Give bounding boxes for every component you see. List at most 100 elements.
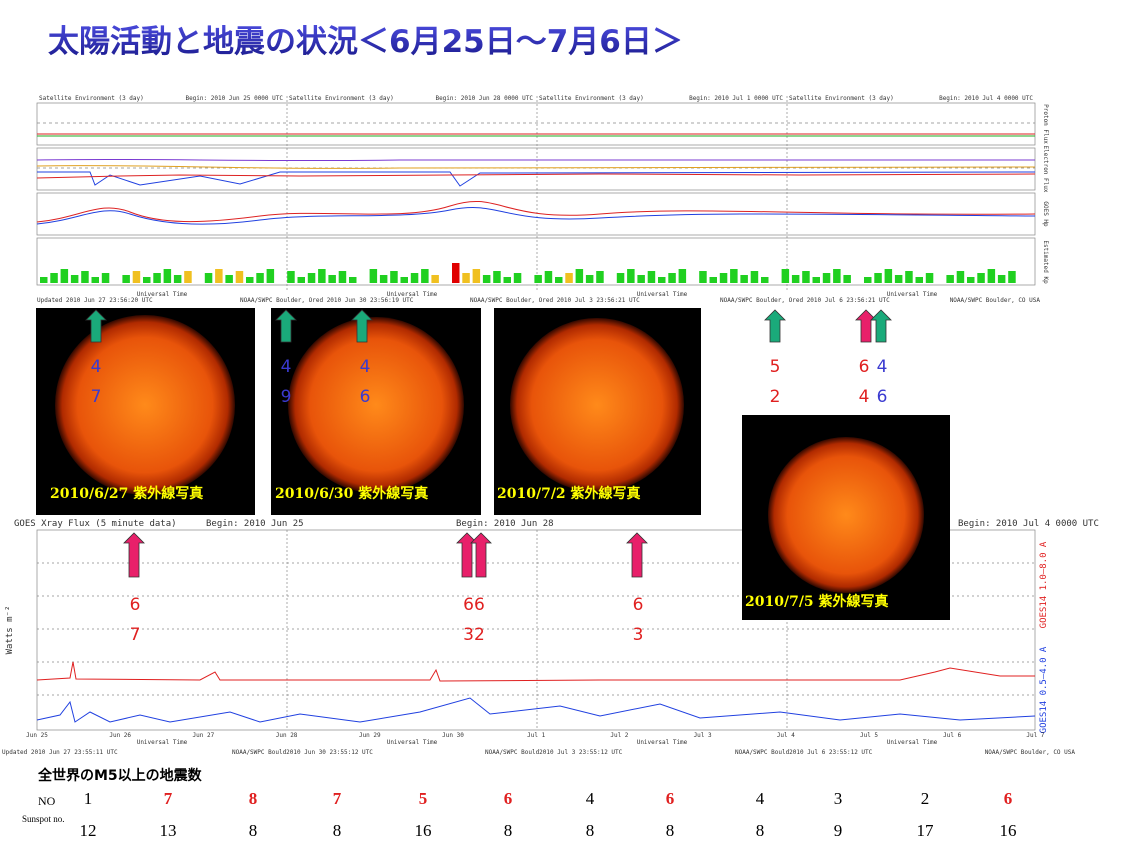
kp-bar xyxy=(915,277,923,283)
kp-bar xyxy=(318,269,326,283)
magnitude-label: 6 xyxy=(633,595,644,615)
x-tick-label: Jul 7 xyxy=(1026,732,1044,739)
kp-bar xyxy=(843,275,851,283)
arrow xyxy=(855,309,877,343)
table-cell: 13 xyxy=(160,821,177,840)
kp-bar xyxy=(40,277,48,283)
kp-bar xyxy=(822,273,831,283)
kp-bar xyxy=(719,273,728,283)
kp-bar xyxy=(122,275,130,283)
panel-begin: Begin: 2010 Jul 1 0000 UTC xyxy=(689,95,783,102)
table-cell: 4 xyxy=(756,789,765,808)
panel-footer: NOAA/SWPC Boulder, CO USA xyxy=(985,749,1076,756)
photo-caption: 2010/6/27 紫外線写真 xyxy=(50,485,203,502)
kp-bar xyxy=(812,277,820,283)
table-cell: 6 xyxy=(1004,789,1013,808)
row-label: Electron Flux xyxy=(1042,146,1049,193)
kp-bar xyxy=(565,273,573,283)
x-tick-label: Jun 28 xyxy=(276,732,298,739)
x-tick-label: Jun 29 xyxy=(359,732,381,739)
arrow xyxy=(870,309,892,343)
row-label: GOES Hp xyxy=(1042,201,1049,227)
kp-bar xyxy=(246,277,254,283)
x-tick-label: Jun 27 xyxy=(193,732,215,739)
arrow xyxy=(123,532,145,578)
kp-bar xyxy=(50,273,58,283)
x-tick-label: Jul 5 xyxy=(860,732,878,739)
kp-bar xyxy=(462,273,470,283)
kp-bar xyxy=(709,277,717,283)
magnitude-label: 6 xyxy=(360,387,371,407)
kp-bar xyxy=(431,275,439,283)
kp-bar xyxy=(482,275,491,283)
kp-bar xyxy=(379,275,388,283)
kp-bar xyxy=(184,271,192,283)
table-cell: 7 xyxy=(164,789,173,808)
slide-title: 太陽活動と地震の状況＜6月25日～7月6日＞ xyxy=(48,24,683,60)
magnitude-label: 7 xyxy=(91,387,102,407)
table-cell: 7 xyxy=(333,789,342,808)
panel-footer: NOAA/SWPC Boulder, CO USA xyxy=(950,297,1041,304)
magnitude-label: 4 xyxy=(91,357,102,377)
photo-caption: 2010/7/5 紫外線写真 xyxy=(745,593,889,610)
table-cell: 8 xyxy=(249,789,258,808)
kp-bar xyxy=(390,271,398,283)
panel-header: Satellite Environment (3 day) xyxy=(789,95,894,102)
kp-bar xyxy=(153,273,161,283)
table-cell: 1 xyxy=(84,789,93,808)
kp-bar xyxy=(647,271,656,283)
kp-bar xyxy=(410,273,419,283)
kp-bar xyxy=(173,275,182,283)
table-cell: 8 xyxy=(756,821,765,840)
panel-begin: Begin: 2010 Jun 28 xyxy=(456,519,554,529)
kp-bar xyxy=(400,277,408,283)
kp-bar xyxy=(761,277,769,283)
table-cell: 4 xyxy=(586,789,595,808)
panel-footer: NOAA/SWPC Bould2010 Jun 30 23:55:12 UTC xyxy=(232,749,373,756)
kp-bar xyxy=(987,269,996,283)
panel-begin: Begin: 2010 Jun 25 0000 UTC xyxy=(185,95,283,102)
table-cell: 8 xyxy=(586,821,595,840)
panel-header: Satellite Environment (3 day) xyxy=(289,95,394,102)
kp-bar xyxy=(905,271,913,283)
kp-bar xyxy=(307,273,316,283)
kp-bar xyxy=(101,273,110,283)
panel-header: GOES Xray Flux (5 minute data) xyxy=(14,519,177,529)
kp-bar xyxy=(328,275,336,283)
kp-bar xyxy=(967,277,975,283)
x-tick-label: Jul 1 xyxy=(527,732,545,739)
axis-title: Universal Time xyxy=(387,291,438,298)
magnitude-label: 7 xyxy=(130,625,141,645)
magnitude-label: 5 xyxy=(770,357,781,377)
x-tick-label: Jun 25 xyxy=(26,732,48,739)
arrow xyxy=(351,309,373,343)
kp-bar xyxy=(534,275,542,283)
kp-bar xyxy=(60,269,69,283)
photo xyxy=(271,308,481,515)
table-cell: 2 xyxy=(921,789,930,808)
xray-traces xyxy=(36,661,1036,723)
kp-bar xyxy=(503,277,511,283)
kp-bar xyxy=(215,269,223,283)
satellite-traces xyxy=(36,133,1036,225)
kp-bar xyxy=(266,269,275,283)
kp-bar xyxy=(750,271,759,283)
x-tick-label: Jun 30 xyxy=(442,732,464,739)
kp-bar xyxy=(204,273,213,283)
table-cell: 8 xyxy=(504,821,513,840)
kp-bar xyxy=(287,271,295,283)
right-label: GOES14 1.0–8.0 A xyxy=(1039,541,1049,628)
kp-bar xyxy=(977,273,985,283)
row-label: NO xyxy=(38,794,56,808)
table-cell: 3 xyxy=(834,789,843,808)
kp-bar xyxy=(637,275,645,283)
arrow xyxy=(764,309,786,343)
arrow xyxy=(85,309,107,343)
arrow xyxy=(470,532,492,578)
arrow xyxy=(275,309,297,343)
kp-bar xyxy=(235,271,244,283)
panel-footer: Updated 2010 Jun 27 23:55:11 UTC xyxy=(2,749,118,756)
table-cell: 6 xyxy=(504,789,513,808)
kp-bar xyxy=(864,277,872,283)
kp-bar xyxy=(740,275,748,283)
